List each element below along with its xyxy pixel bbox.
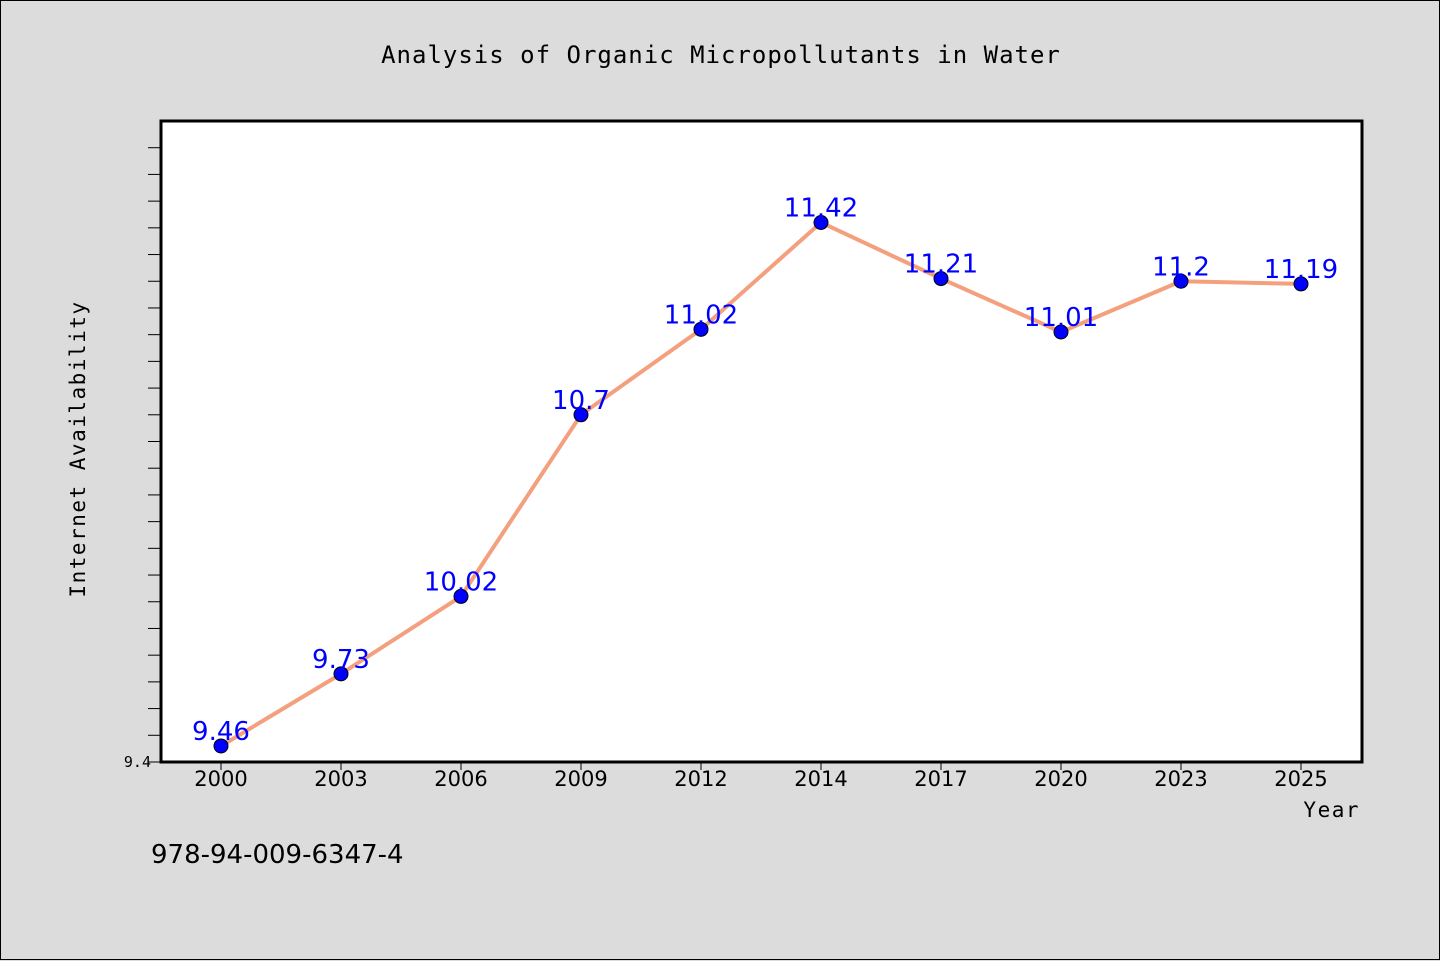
series-line bbox=[219, 220, 1302, 748]
data-label: 11.02 bbox=[664, 300, 738, 330]
data-point bbox=[693, 321, 709, 337]
plot-area bbox=[159, 119, 1364, 764]
data-label: 11.01 bbox=[1024, 303, 1098, 333]
x-tick-label: 2025 bbox=[1274, 767, 1327, 791]
isbn-text: 978-94-009-6347-4 bbox=[151, 840, 404, 870]
data-point bbox=[1173, 273, 1189, 289]
x-tick-label: 2003 bbox=[314, 767, 367, 791]
x-tick-label: 2014 bbox=[794, 767, 847, 791]
data-label: 11.21 bbox=[904, 250, 978, 280]
x-axis-ticks: 2000 2003 2006 2009 2012 2014 2017 2020 2023 2025 bbox=[194, 762, 1328, 791]
series-group: 9.46 9.73 10.02 10.7 11.02 11.42 11.21 11.01 11.… bbox=[192, 193, 1338, 754]
data-point bbox=[1293, 276, 1309, 292]
data-label: 10.02 bbox=[424, 567, 498, 597]
data-label: 11.42 bbox=[784, 193, 858, 223]
data-point bbox=[933, 271, 949, 287]
data-label: 9.73 bbox=[312, 645, 370, 675]
x-tick-label: 2006 bbox=[434, 767, 487, 791]
y-tick-label: 9.4 bbox=[124, 753, 151, 771]
data-point bbox=[573, 407, 589, 423]
x-axis-label: Year bbox=[1303, 798, 1360, 822]
data-label: 10.7 bbox=[552, 386, 610, 416]
data-point bbox=[453, 588, 469, 604]
x-tick-label: 2009 bbox=[554, 767, 607, 791]
data-point bbox=[213, 738, 229, 754]
chart-title: Analysis of Organic Micropollutants in W… bbox=[381, 41, 1061, 69]
x-tick-label: 2020 bbox=[1034, 767, 1087, 791]
x-tick-label: 2000 bbox=[194, 767, 247, 791]
data-point bbox=[333, 666, 349, 682]
x-tick-label: 2017 bbox=[914, 767, 967, 791]
y-axis-label: Internet Availability bbox=[66, 300, 90, 597]
y-axis-ticks bbox=[148, 147, 161, 763]
data-point bbox=[813, 214, 829, 230]
x-tick-label: 2023 bbox=[1154, 767, 1207, 791]
data-label: 11.2 bbox=[1152, 252, 1210, 282]
data-label: 9.46 bbox=[192, 717, 250, 747]
data-point bbox=[1053, 324, 1069, 340]
x-tick-label: 2012 bbox=[674, 767, 727, 791]
data-label: 11.19 bbox=[1264, 255, 1338, 285]
